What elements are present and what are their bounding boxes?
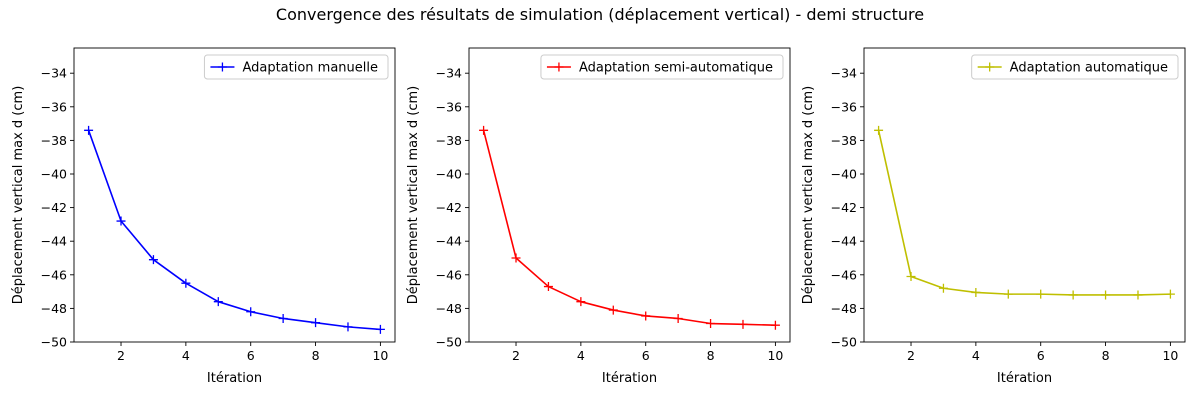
legend-marker	[554, 62, 564, 72]
chart-suptitle: Convergence des résultats de simulation …	[275, 5, 925, 24]
data-point	[1068, 290, 1078, 300]
y-tick-label: −42	[436, 200, 462, 215]
data-point	[116, 216, 126, 226]
data-point	[213, 297, 223, 307]
legend-label: Adaptation semi-automatique	[579, 61, 773, 76]
y-tick-label: −44	[436, 234, 462, 249]
y-tick-label: −38	[41, 133, 67, 148]
y-tick-label: −34	[831, 66, 857, 81]
data-point	[1101, 290, 1111, 300]
x-axis-label: Itération	[602, 371, 657, 386]
y-tick-label: −40	[831, 167, 857, 182]
series-line	[87, 130, 381, 331]
plot-frame	[73, 47, 396, 343]
x-tick-label: 8	[707, 348, 715, 363]
y-tick-label: −38	[831, 133, 857, 148]
data-point	[1133, 290, 1143, 300]
y-tick-label: −48	[436, 301, 462, 316]
y-tick-label: −42	[831, 200, 857, 215]
data-point	[673, 313, 683, 323]
chart-panel-2: 2 4 6 8 10 −50 −48 −46 −44 −42 −40 −38 −36 −34 Itérati…	[406, 47, 791, 386]
data-point	[148, 255, 158, 265]
x-tick-label: 6	[1037, 348, 1045, 363]
plot-frame	[863, 47, 1186, 343]
data-point	[375, 324, 385, 334]
y-tick-label: −44	[831, 234, 857, 249]
x-tick-label: 4	[182, 348, 190, 363]
y-axis-label: Déplacement vertical max d (cm)	[11, 86, 26, 305]
data-point	[874, 125, 884, 135]
series-line	[482, 130, 776, 326]
y-tick-label: −36	[831, 99, 857, 114]
data-point	[1003, 289, 1013, 299]
chart-panel-3: 2 4 6 8 10 −50 −48 −46 −44 −42 −40 −38 −36 −34 Itérati…	[801, 47, 1186, 386]
y-tick-label: −40	[436, 167, 462, 182]
legend-marker	[985, 62, 995, 72]
x-tick-label: 4	[577, 348, 585, 363]
data-point	[971, 287, 981, 297]
y-tick-label: −48	[831, 301, 857, 316]
data-point	[770, 320, 780, 330]
x-tick-label: 6	[247, 348, 255, 363]
data-point	[1165, 289, 1175, 299]
y-axis-label: Déplacement vertical max d (cm)	[406, 86, 421, 305]
data-point	[343, 322, 353, 332]
y-tick-label: −34	[436, 66, 462, 81]
y-tick-label: −46	[436, 267, 462, 282]
y-tick-label: −42	[41, 200, 67, 215]
data-point	[576, 297, 586, 307]
x-tick-label: 8	[312, 348, 320, 363]
x-tick-label: 10	[767, 348, 783, 363]
y-tick-label: −50	[831, 335, 857, 350]
legend-box	[971, 54, 1179, 80]
data-point	[1036, 289, 1046, 299]
y-tick-label: −46	[831, 267, 857, 282]
x-tick-label: 10	[372, 348, 388, 363]
series-line	[877, 130, 1171, 296]
x-tick-label: 8	[1102, 348, 1110, 363]
legend-label: Adaptation automatique	[1010, 61, 1168, 76]
plot-frame	[468, 47, 791, 343]
chart-panel-1: 2 4 6 8 10 −50 −48 −46 −44 −42 −40 −38 −36 −34 Itérati…	[11, 47, 396, 386]
y-tick-label: −36	[436, 99, 462, 114]
data-point	[278, 313, 288, 323]
x-tick-label: 2	[512, 348, 520, 363]
y-tick-label: −48	[41, 301, 67, 316]
data-point	[181, 278, 191, 288]
data-point	[84, 125, 94, 135]
legend-box	[203, 54, 389, 80]
y-axis-label: Déplacement vertical max d (cm)	[801, 86, 816, 305]
data-point	[706, 319, 716, 329]
y-tick-label: −34	[41, 66, 67, 81]
data-point	[246, 307, 256, 317]
y-tick-label: −40	[41, 167, 67, 182]
x-tick-label: 4	[972, 348, 980, 363]
data-point	[938, 283, 948, 293]
x-tick-label: 10	[1162, 348, 1178, 363]
data-point	[511, 253, 521, 263]
legend-box	[540, 54, 784, 80]
x-axis-label: Itération	[997, 371, 1052, 386]
legend-marker	[217, 62, 227, 72]
y-tick-label: −50	[436, 335, 462, 350]
y-tick-label: −44	[41, 234, 67, 249]
y-tick-label: −38	[436, 133, 462, 148]
x-tick-label: 2	[907, 348, 915, 363]
x-tick-label: 6	[642, 348, 650, 363]
data-point	[608, 305, 618, 315]
data-point	[738, 319, 748, 329]
data-point	[641, 311, 651, 321]
x-tick-label: 2	[117, 348, 125, 363]
y-tick-label: −46	[41, 267, 67, 282]
data-point	[479, 125, 489, 135]
data-point	[906, 271, 916, 281]
data-point	[543, 282, 553, 292]
data-point	[311, 318, 321, 328]
y-tick-label: −36	[41, 99, 67, 114]
y-tick-label: −50	[41, 335, 67, 350]
x-axis-label: Itération	[207, 371, 262, 386]
legend-label: Adaptation manuelle	[242, 61, 378, 76]
